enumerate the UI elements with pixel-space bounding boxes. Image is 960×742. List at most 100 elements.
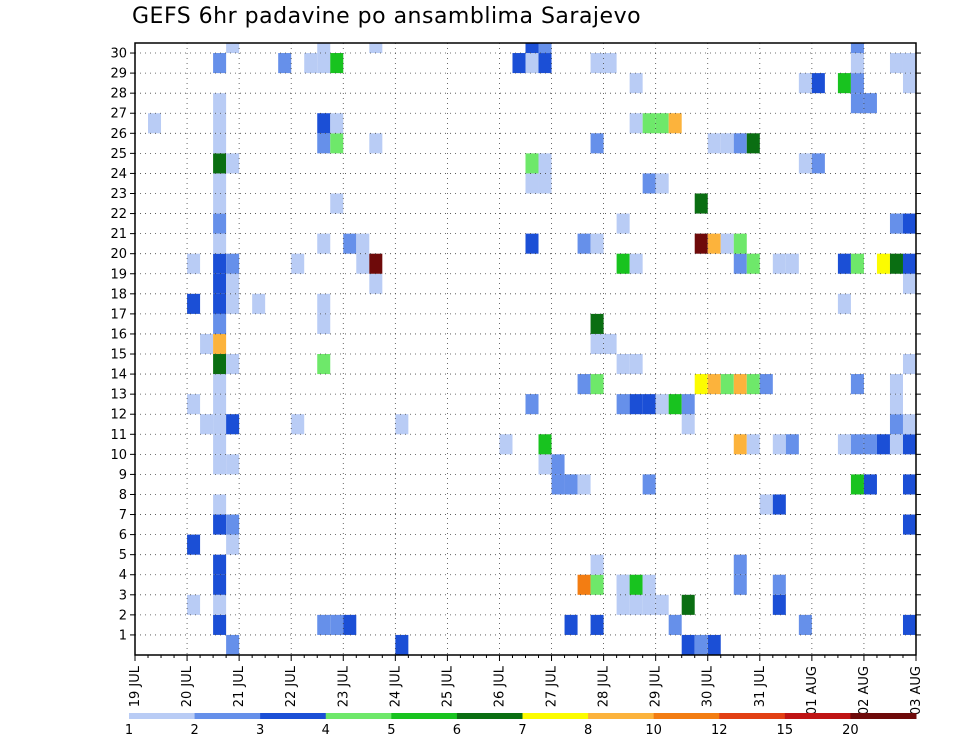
plot-frame [134,42,917,656]
heatmap-cell [746,133,760,154]
colorbar-label: 20 [842,723,859,738]
heatmap-cell [850,43,864,54]
heatmap-cell [798,153,812,174]
heatmap-cell [629,594,643,615]
heatmap-cell [213,313,227,334]
heatmap-cell [889,434,903,455]
heatmap-cell [707,233,721,254]
x-tick-label: 24 JUL [388,665,403,707]
heatmap-cell [590,614,604,635]
heatmap-cell [694,193,708,214]
heatmap-cell [564,474,578,495]
heatmap-cell [213,233,227,254]
heatmap-cell [551,454,565,475]
colorbar-label: 2 [190,723,198,738]
heatmap-cell [902,53,916,74]
heatmap-cell [733,374,747,395]
y-tick-label: 5 [119,548,127,563]
colorbar-swatch [522,713,589,719]
heatmap-cell [226,43,240,54]
y-tick-label: 23 [110,187,127,202]
heatmap-cell [629,574,643,595]
heatmap-cell [863,93,877,114]
heatmap-cell [317,354,331,375]
heatmap-cell [642,113,656,134]
heatmap-cell [317,233,331,254]
x-tick-label: 25 JUL [440,665,455,707]
heatmap-cell [785,434,799,455]
heatmap-cell [850,53,864,74]
x-tick-label: 26 JUL [492,665,507,707]
heatmap-cell [226,253,240,274]
heatmap-cell [889,253,903,274]
heatmap-cell [902,514,916,535]
colorbar-label: 6 [453,723,461,738]
heatmap-cell [694,374,708,395]
x-tick-label: 28 JUL [597,665,612,707]
heatmap-cell [850,73,864,94]
heatmap-cell [317,614,331,635]
heatmap-cell [499,434,513,455]
heatmap-cell [889,53,903,74]
heatmap-cell [226,153,240,174]
heatmap-cell [369,253,383,274]
heatmap-cell [616,354,630,375]
heatmap-cell [590,333,604,355]
heatmap-cell [538,454,552,475]
heatmap-cell [772,574,786,595]
heatmap-cell [694,634,708,655]
heatmap-cell [733,554,747,575]
heatmap-cell [577,474,591,495]
heatmap-cell [330,133,344,154]
heatmap-cell [317,133,331,154]
y-tick-label: 26 [110,127,127,142]
colorbar-label: 12 [711,723,728,738]
heatmap-cell [616,213,630,234]
heatmap-cell [642,394,656,415]
heatmap-cell [902,614,916,635]
heatmap-cell [291,414,305,435]
y-tick-label: 3 [119,588,127,603]
heatmap-cell [746,253,760,274]
heatmap-cell [551,474,565,495]
heatmap-cell [330,193,344,214]
heatmap-cell [681,634,695,655]
heatmap-cell [655,394,669,415]
heatmap-cell [317,313,331,334]
heatmap-cell [330,614,344,635]
heatmap-cell [213,133,227,154]
heatmap-cell [525,43,539,54]
heatmap-cell [733,574,747,595]
heatmap-cell [213,153,227,174]
heatmap-cell [720,374,734,395]
y-tick-label: 22 [110,207,127,222]
y-tick-label: 16 [110,327,127,342]
colorbar-label: 1 [125,723,133,738]
heatmap-cell [525,53,539,74]
heatmap-cell [187,253,201,274]
heatmap-cell [902,273,916,294]
heatmap-cell [213,614,227,635]
heatmap-cell [746,434,760,455]
colorbar-label: 15 [777,723,794,738]
colorbar-swatch [391,713,458,719]
colorbar-swatch [784,713,851,719]
heatmap-cell [369,133,383,154]
heatmap-cell [772,494,786,515]
heatmap-cell [395,634,409,655]
heatmap-cell [707,374,721,395]
heatmap-cell [213,53,227,74]
heatmap-cell [213,253,227,274]
heatmap-cell [356,233,370,254]
heatmap-cell [798,614,812,635]
y-tick-label: 28 [110,87,127,102]
heatmap-cell [746,374,760,395]
y-tick-label: 30 [110,47,127,62]
y-tick-label: 15 [110,348,127,363]
heatmap-cell [642,594,656,615]
heatmap-cell [707,634,721,655]
heatmap-cell [642,173,656,194]
heatmap-cell [213,414,227,435]
heatmap-cell [759,494,773,515]
